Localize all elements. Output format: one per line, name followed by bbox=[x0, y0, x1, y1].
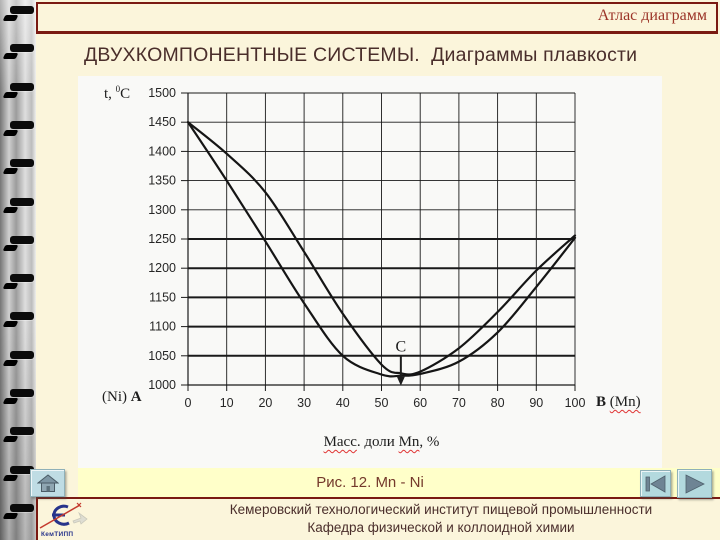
y-tick-label: 1500 bbox=[148, 86, 176, 100]
x-axis-title-part: , % bbox=[419, 434, 440, 450]
curve-upper_curve bbox=[186, 121, 577, 376]
kemtipp-logo-text: КемТИПП bbox=[41, 531, 74, 538]
left-corner-letter: A bbox=[130, 389, 142, 405]
spiral-ring bbox=[2, 503, 34, 519]
spiral-ring bbox=[2, 274, 34, 290]
point-label-C: C bbox=[396, 339, 407, 356]
y-tick-label: 1100 bbox=[149, 320, 176, 334]
next-icon bbox=[685, 473, 705, 494]
y-tick-label: 1300 bbox=[148, 203, 176, 217]
y-tick-label: 1150 bbox=[149, 290, 176, 304]
left-corner-paren: (Ni) bbox=[102, 389, 127, 405]
spiral-ring bbox=[2, 120, 34, 136]
spiral-ring bbox=[2, 350, 34, 366]
annotation-arrowhead bbox=[396, 376, 405, 386]
curve-lower_curve bbox=[186, 121, 577, 378]
right-corner-label: B (Mn) bbox=[596, 394, 641, 411]
spiral-binding bbox=[0, 0, 36, 540]
y-tick-label: 1000 bbox=[148, 378, 176, 392]
y-tick-label: 1400 bbox=[148, 144, 176, 158]
x-tick-label: 20 bbox=[258, 396, 272, 410]
kemtipp-logo: КемТИПП bbox=[38, 502, 98, 540]
x-tick-label: 70 bbox=[452, 396, 466, 410]
footer-line1: Кемеровский технологический институт пищ… bbox=[229, 502, 653, 517]
kemtipp-logo-icon bbox=[39, 502, 82, 529]
page-title: ДВУХКОМПОНЕНТНЫЕ СИСТЕМЫ. Диаграммы плав… bbox=[84, 44, 638, 66]
spiral-ring bbox=[2, 427, 34, 443]
y-tick-label: 1050 bbox=[148, 349, 176, 363]
spiral-ring bbox=[2, 6, 34, 21]
x-tick-label: 80 bbox=[491, 396, 505, 410]
header-label: Атлас диаграмм bbox=[597, 7, 707, 24]
x-tick-label: 10 bbox=[220, 396, 234, 410]
spiral-ring bbox=[2, 82, 34, 98]
y-tick-label: 1250 bbox=[148, 232, 176, 246]
right-corner-paren: (Mn) bbox=[609, 394, 641, 410]
home-button[interactable] bbox=[30, 469, 65, 497]
x-tick-label: 60 bbox=[413, 396, 427, 410]
x-tick-label: 90 bbox=[529, 396, 543, 410]
x-axis-title-part: Масс bbox=[323, 434, 357, 450]
spiral-ring bbox=[2, 465, 34, 481]
x-tick-label: 40 bbox=[336, 396, 350, 410]
home-icon bbox=[36, 473, 59, 492]
x-tick-label: 50 bbox=[375, 396, 389, 410]
right-corner-letter: B bbox=[596, 394, 607, 410]
y-axis-title-sup: 0 bbox=[115, 84, 121, 94]
left-corner-label: (Ni) A bbox=[102, 389, 142, 406]
spiral-ring bbox=[2, 197, 34, 213]
spiral-ring bbox=[2, 44, 34, 60]
phase-diagram-svg: 0 10 20 30 40 50 60 70 80 90 100 1000 1050 1100 1150 12… bbox=[148, 86, 586, 410]
y-tick-label: 1350 bbox=[148, 174, 176, 188]
x-tick-label: 0 bbox=[185, 396, 192, 410]
cursor-arrow-icon bbox=[72, 512, 88, 525]
caption-band: Рис. 12. Mn - Ni bbox=[78, 468, 720, 497]
previous-icon bbox=[645, 474, 665, 493]
header-box: Атлас диаграмм bbox=[36, 2, 718, 34]
x-axis-title: Масс. доли Mn, % bbox=[188, 434, 575, 451]
y-axis-title: t, 0C bbox=[104, 84, 130, 103]
spiral-ring bbox=[2, 159, 34, 175]
y-axis-title-prefix: t, bbox=[104, 86, 116, 102]
next-slide-button[interactable] bbox=[677, 469, 712, 498]
footer-box: Кемеровский технологический институт пищ… bbox=[36, 497, 720, 540]
figure-caption: Рис. 12. Mn - Ni bbox=[316, 474, 424, 491]
y-axis-title-unit: C bbox=[120, 86, 131, 102]
spiral-ring bbox=[2, 235, 34, 251]
spiral-ring bbox=[2, 389, 34, 404]
y-tick-label: 1200 bbox=[148, 261, 176, 275]
x-tick-label: 100 bbox=[565, 396, 586, 410]
x-axis-title-part: . доли bbox=[356, 434, 399, 450]
spiral-ring bbox=[2, 312, 34, 328]
previous-slide-button[interactable] bbox=[640, 470, 671, 497]
chart-panel: 0 10 20 30 40 50 60 70 80 90 100 1000 1050 1100 1150 12… bbox=[78, 76, 662, 468]
footer-line2: Кафедра физической и коллоидной химии bbox=[307, 520, 575, 535]
y-tick-label: 1450 bbox=[148, 115, 176, 129]
x-axis-title-part: Mn bbox=[398, 434, 420, 450]
x-tick-label: 30 bbox=[297, 396, 311, 410]
